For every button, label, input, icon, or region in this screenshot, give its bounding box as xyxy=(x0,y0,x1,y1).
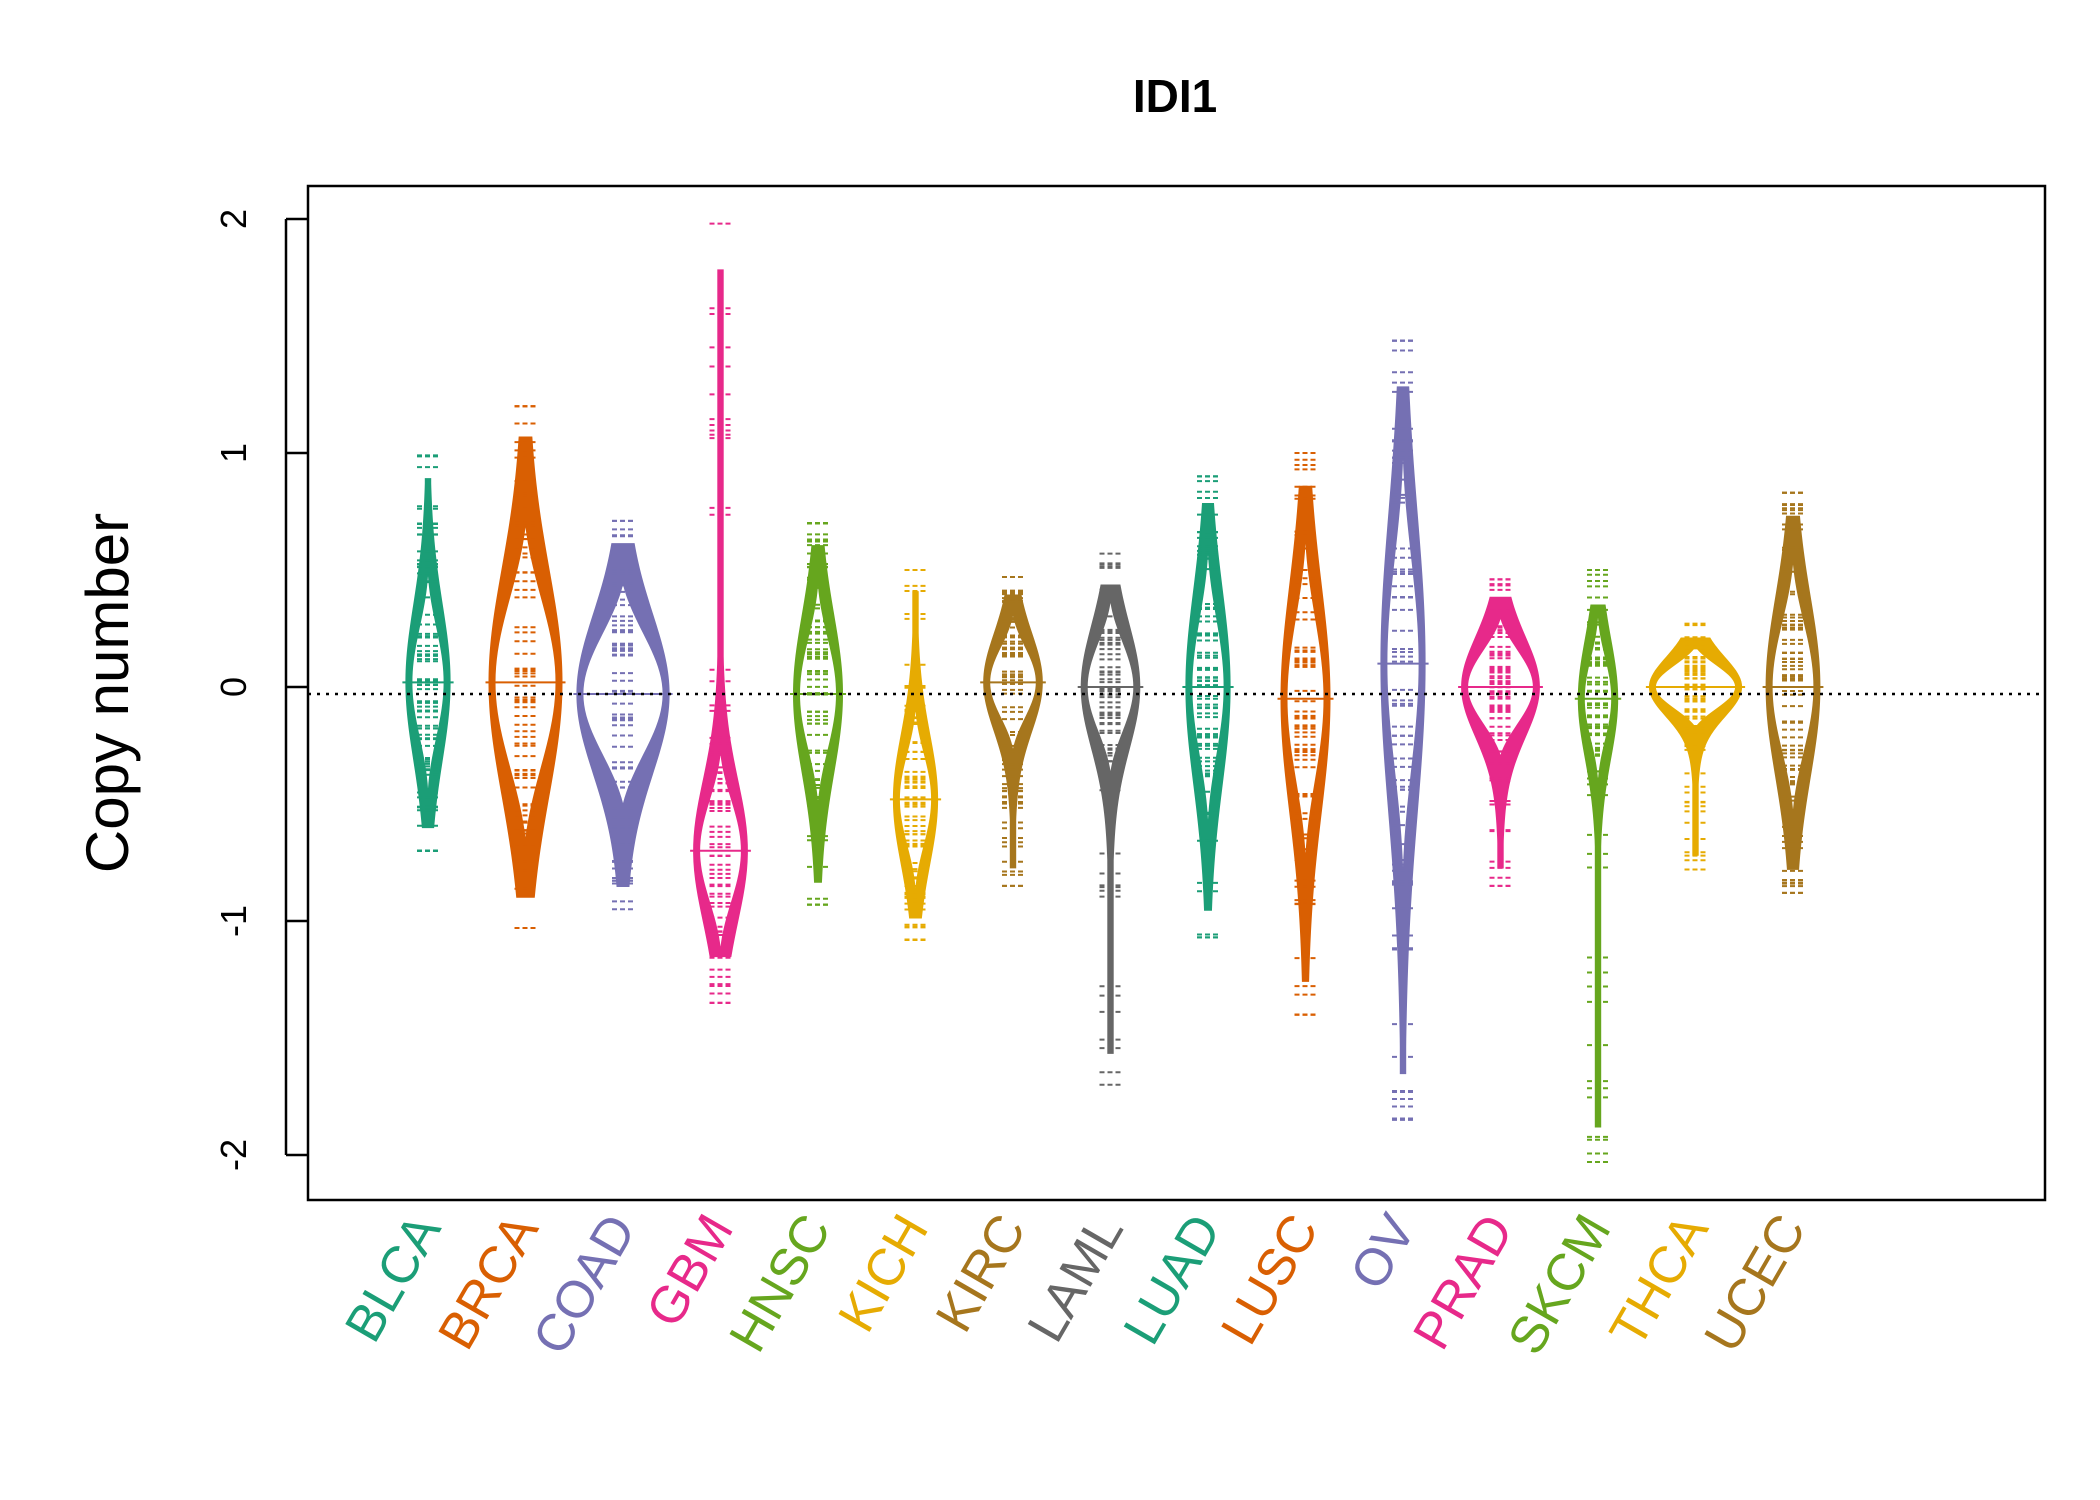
y-tick-label: -2 xyxy=(213,1139,254,1171)
x-tick-label-ov: OV xyxy=(1340,1205,1428,1299)
y-tick-label: -1 xyxy=(213,905,254,937)
x-tick-label-lusc: LUSC xyxy=(1210,1205,1330,1354)
bean-shape xyxy=(693,269,748,958)
x-tick-label-ucec: UCEC xyxy=(1693,1205,1817,1362)
y-tick-label: 1 xyxy=(213,443,254,463)
bean-prad xyxy=(1458,578,1543,887)
bean-gbm xyxy=(690,222,751,1004)
bean-ov xyxy=(1377,339,1429,1121)
bean-kich xyxy=(889,569,942,941)
y-tick-label: 0 xyxy=(213,677,254,697)
bean-blca xyxy=(402,454,454,852)
x-tick-label-hnsc: HNSC xyxy=(718,1205,842,1362)
chart-title: IDI1 xyxy=(1133,70,1217,122)
bean-lusc xyxy=(1277,452,1334,1016)
bean-kirc xyxy=(980,576,1046,887)
bean-hnsc xyxy=(790,522,846,906)
bean-laml xyxy=(1077,552,1144,1086)
bean-luad xyxy=(1182,475,1234,939)
bean-brca xyxy=(485,405,566,930)
y-tick-label: 2 xyxy=(213,209,254,229)
y-axis: -2 -1 0 1 2 xyxy=(213,209,308,1171)
y-axis-label: Copy number xyxy=(74,513,141,873)
x-tick-label-kich: KICH xyxy=(828,1205,940,1342)
bean-coad xyxy=(573,519,673,911)
beans-layer xyxy=(402,222,1824,1164)
x-tick-label-luad: LUAD xyxy=(1113,1205,1233,1354)
x-tick-label-laml: LAML xyxy=(1017,1205,1135,1352)
bean-thca xyxy=(1645,622,1746,871)
bean-skcm xyxy=(1574,569,1622,1164)
